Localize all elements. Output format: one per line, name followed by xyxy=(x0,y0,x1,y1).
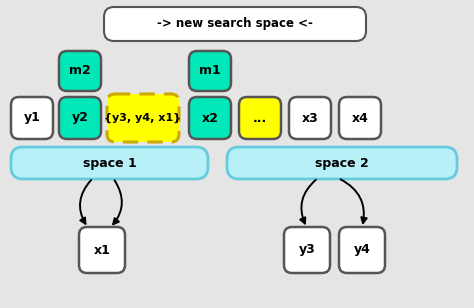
Text: y3: y3 xyxy=(299,244,315,257)
FancyBboxPatch shape xyxy=(289,97,331,139)
FancyBboxPatch shape xyxy=(11,97,53,139)
Text: y2: y2 xyxy=(72,111,89,124)
FancyBboxPatch shape xyxy=(284,227,330,273)
FancyBboxPatch shape xyxy=(11,147,208,179)
FancyBboxPatch shape xyxy=(239,97,281,139)
Text: x3: x3 xyxy=(301,111,319,124)
FancyBboxPatch shape xyxy=(339,227,385,273)
Text: y1: y1 xyxy=(24,111,40,124)
Text: {y3, y4, x1}: {y3, y4, x1} xyxy=(104,113,182,123)
Text: space 2: space 2 xyxy=(315,156,369,169)
FancyBboxPatch shape xyxy=(189,97,231,139)
Text: m2: m2 xyxy=(69,64,91,78)
FancyBboxPatch shape xyxy=(59,97,101,139)
FancyBboxPatch shape xyxy=(339,97,381,139)
Text: x1: x1 xyxy=(93,244,110,257)
FancyBboxPatch shape xyxy=(107,94,179,142)
FancyBboxPatch shape xyxy=(104,7,366,41)
FancyBboxPatch shape xyxy=(79,227,125,273)
FancyBboxPatch shape xyxy=(227,147,457,179)
Text: m1: m1 xyxy=(199,64,221,78)
Text: space 1: space 1 xyxy=(82,156,137,169)
FancyBboxPatch shape xyxy=(189,51,231,91)
Text: ...: ... xyxy=(253,111,267,124)
Text: y4: y4 xyxy=(354,244,371,257)
Text: x2: x2 xyxy=(201,111,219,124)
FancyBboxPatch shape xyxy=(59,51,101,91)
Text: x4: x4 xyxy=(352,111,368,124)
Text: -> new search space <-: -> new search space <- xyxy=(157,18,313,30)
